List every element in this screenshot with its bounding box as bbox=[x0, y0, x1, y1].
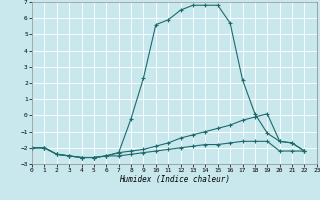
X-axis label: Humidex (Indice chaleur): Humidex (Indice chaleur) bbox=[119, 175, 230, 184]
